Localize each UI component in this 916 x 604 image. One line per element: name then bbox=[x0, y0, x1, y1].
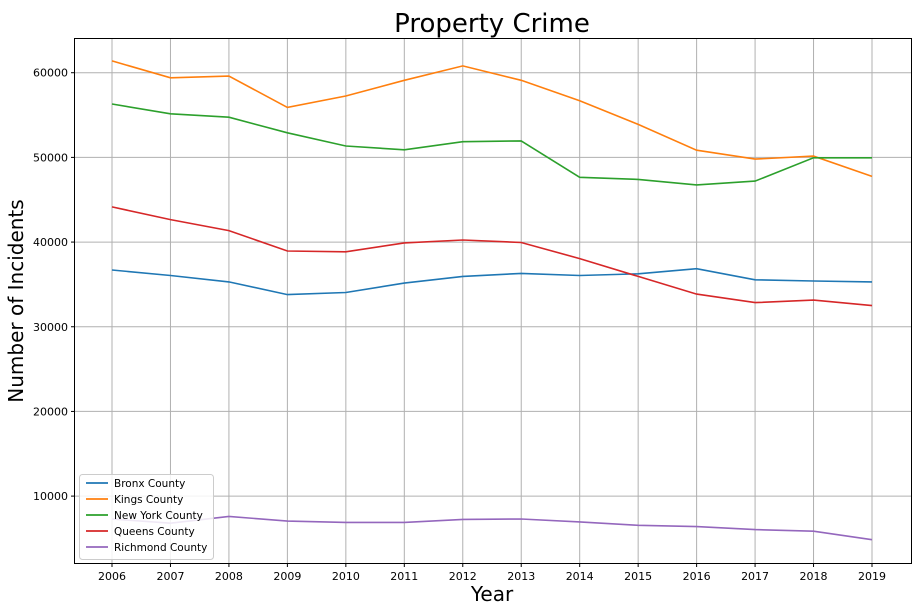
x-tick-label: 2009 bbox=[273, 570, 301, 583]
series-line-queens-county bbox=[111, 206, 873, 307]
series-lines bbox=[111, 60, 873, 541]
x-tick-label: 2014 bbox=[566, 570, 594, 583]
y-axis-label: Number of Incidents bbox=[4, 199, 28, 402]
y-tick-label: 50000 bbox=[33, 151, 68, 164]
y-tick-label: 60000 bbox=[33, 67, 68, 80]
y-tick-label: 40000 bbox=[33, 236, 68, 249]
x-tick-label: 2013 bbox=[507, 570, 535, 583]
x-tick-label: 2016 bbox=[683, 570, 711, 583]
x-tick-label: 2018 bbox=[800, 570, 828, 583]
x-tick-label: 2008 bbox=[215, 570, 243, 583]
y-tick-label: 20000 bbox=[33, 405, 68, 418]
x-tick-label: 2015 bbox=[624, 570, 652, 583]
axis-ticks: 2006 2007 2008 2009 2010 2011 2012 2013 2014 2015… bbox=[33, 67, 886, 583]
series-line-kings-county bbox=[111, 60, 873, 178]
x-axis-label: Year bbox=[470, 582, 514, 604]
series-line-richmond-county bbox=[111, 515, 873, 541]
x-tick-label: 2006 bbox=[98, 570, 126, 583]
x-tick-label: 2010 bbox=[332, 570, 360, 583]
x-tick-label: 2019 bbox=[858, 570, 886, 583]
legend: Bronx County Kings County New York County Q… bbox=[79, 474, 214, 560]
x-tick-label: 2012 bbox=[449, 570, 477, 583]
legend-label-richmond-county: Richmond County bbox=[114, 542, 207, 554]
y-tick-label: 10000 bbox=[33, 490, 68, 503]
legend-label-new-york-county: New York County bbox=[114, 510, 203, 522]
x-tick-label: 2017 bbox=[741, 570, 769, 583]
legend-label-kings-county: Kings County bbox=[114, 494, 183, 506]
series-line-new-york-county bbox=[111, 103, 872, 186]
legend-label-bronx-county: Bronx County bbox=[114, 478, 185, 490]
y-tick-label: 30000 bbox=[33, 321, 68, 334]
x-tick-label: 2007 bbox=[156, 570, 184, 583]
x-tick-label: 2011 bbox=[390, 570, 418, 583]
legend-box bbox=[79, 474, 214, 560]
series-line-bronx-county bbox=[111, 267, 873, 296]
legend-label-queens-county: Queens County bbox=[114, 526, 195, 538]
chart-title: Property Crime bbox=[394, 9, 590, 39]
plot-frame bbox=[74, 38, 912, 564]
